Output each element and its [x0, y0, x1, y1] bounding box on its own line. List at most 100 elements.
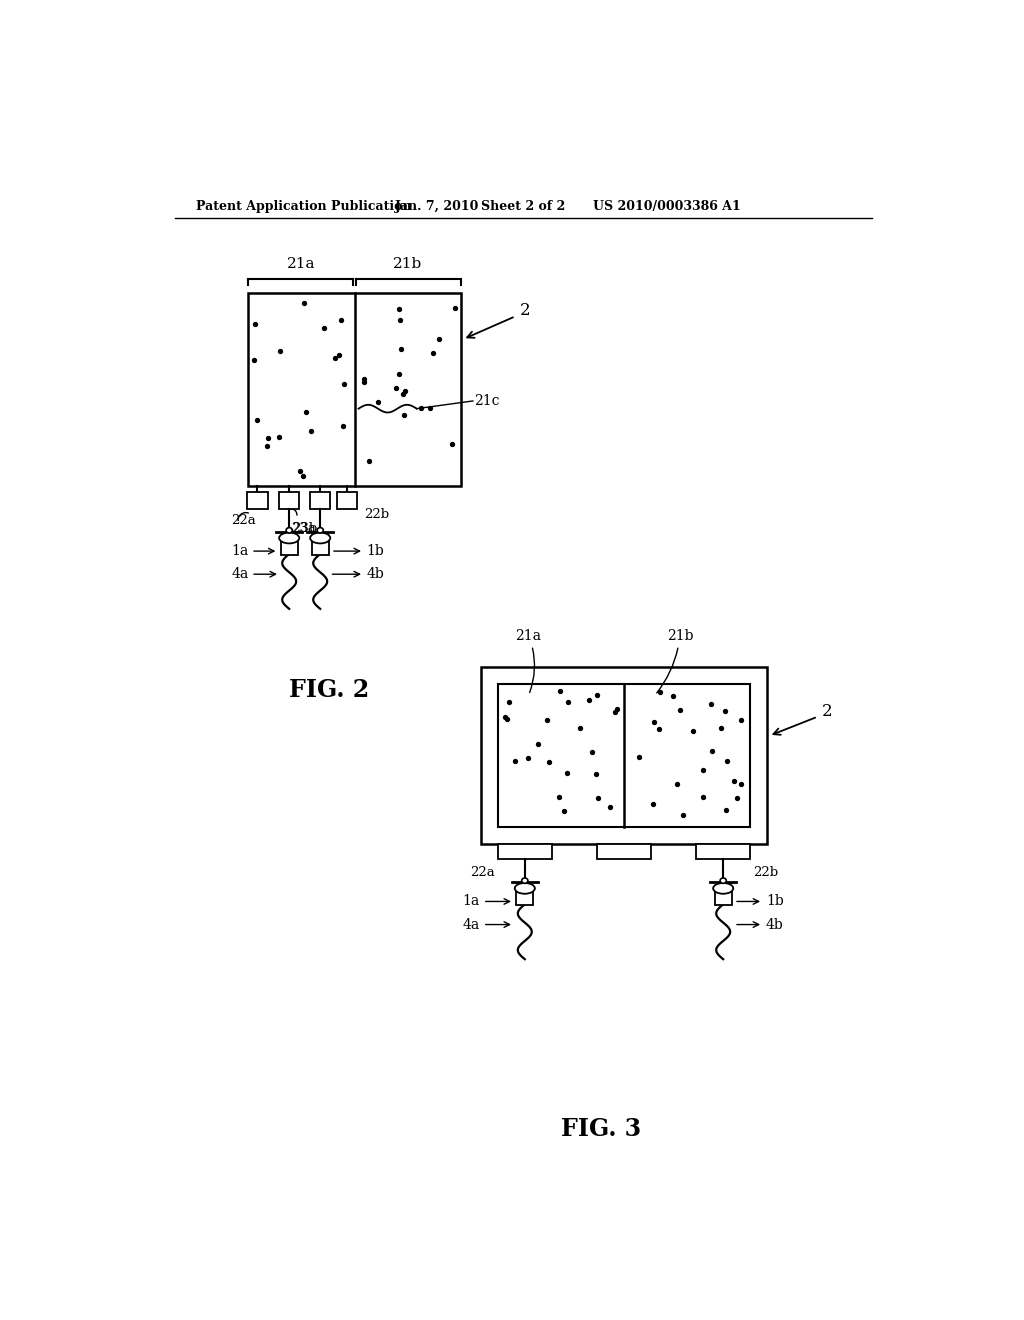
Point [292, 459, 308, 480]
Text: 22b: 22b [365, 508, 389, 521]
Text: FIG. 2: FIG. 2 [289, 677, 370, 702]
Point [702, 693, 719, 714]
Point [296, 293, 312, 314]
Ellipse shape [286, 528, 292, 533]
Point [733, 710, 750, 731]
Text: 4a: 4a [231, 568, 275, 581]
Text: Patent Application Publication: Patent Application Publication [197, 199, 412, 213]
Text: 21b: 21b [656, 628, 693, 693]
Text: FIG. 3: FIG. 3 [561, 1117, 641, 1140]
Point [388, 378, 404, 399]
Point [645, 711, 662, 733]
Point [541, 751, 557, 772]
Text: Jan. 7, 2010: Jan. 7, 2010 [395, 199, 480, 213]
Point [272, 341, 289, 362]
Point [270, 426, 287, 447]
Point [726, 770, 742, 791]
Point [560, 692, 577, 713]
Ellipse shape [720, 878, 726, 883]
Bar [310, 492, 331, 508]
Point [392, 339, 409, 360]
Text: 23b: 23b [292, 521, 317, 535]
Point [396, 404, 413, 425]
Text: 1a: 1a [463, 895, 510, 908]
Text: 21c: 21c [474, 393, 500, 408]
Point [672, 700, 688, 721]
Text: 1a: 1a [231, 544, 274, 558]
Point [298, 401, 314, 422]
Point [260, 428, 276, 449]
Point [331, 345, 347, 366]
Text: 1b: 1b [334, 544, 384, 558]
Point [539, 710, 555, 731]
Text: 22a: 22a [470, 866, 495, 879]
Point [335, 416, 351, 437]
Ellipse shape [521, 878, 528, 883]
Bar [498, 684, 751, 826]
Point [258, 436, 274, 457]
Point [370, 392, 386, 413]
Point [391, 298, 408, 319]
Bar [498, 843, 552, 859]
Point [422, 397, 438, 418]
Point [588, 763, 604, 784]
Point [601, 797, 617, 818]
Text: 2: 2 [519, 301, 530, 318]
Point [497, 708, 513, 729]
Point [572, 717, 589, 738]
Point [608, 698, 625, 719]
Point [246, 348, 262, 370]
Point [652, 681, 669, 702]
Point [719, 751, 735, 772]
Point [694, 759, 711, 780]
Text: 4b: 4b [737, 917, 783, 932]
Point [395, 383, 412, 404]
Point [506, 750, 522, 771]
Bar [516, 888, 534, 906]
Bar [311, 539, 329, 554]
Point [559, 763, 575, 784]
Point [336, 374, 352, 395]
Bar [281, 539, 298, 554]
Bar [480, 667, 767, 843]
Bar [248, 293, 461, 486]
Point [315, 318, 332, 339]
Point [430, 329, 446, 350]
Bar [480, 667, 767, 843]
Bar [715, 888, 732, 906]
Text: 2: 2 [821, 702, 833, 719]
Point [413, 397, 429, 418]
Text: 22b: 22b [754, 866, 778, 879]
Point [584, 742, 600, 763]
Point [501, 692, 517, 713]
Point [714, 718, 730, 739]
Point [520, 748, 537, 770]
Bar [498, 843, 552, 859]
Text: 4b: 4b [332, 568, 384, 581]
Bar [597, 843, 651, 859]
Text: 21b: 21b [393, 257, 423, 271]
Point [631, 747, 647, 768]
Point [327, 347, 343, 368]
Point [333, 310, 349, 331]
Ellipse shape [317, 528, 324, 533]
Point [651, 719, 668, 741]
Point [390, 364, 407, 385]
Point [590, 788, 606, 809]
Point [555, 801, 571, 822]
Point [581, 689, 597, 710]
Bar [248, 492, 267, 508]
Point [729, 787, 745, 808]
Point [717, 700, 733, 721]
Point [249, 409, 265, 430]
Point [695, 787, 712, 808]
Text: 21a: 21a [515, 628, 542, 693]
Point [529, 733, 546, 754]
Point [396, 380, 413, 401]
Text: Sheet 2 of 2: Sheet 2 of 2 [480, 199, 565, 213]
Bar [337, 492, 357, 508]
Ellipse shape [310, 532, 331, 544]
Ellipse shape [713, 883, 733, 894]
Text: 22a: 22a [231, 513, 256, 527]
Point [718, 800, 734, 821]
